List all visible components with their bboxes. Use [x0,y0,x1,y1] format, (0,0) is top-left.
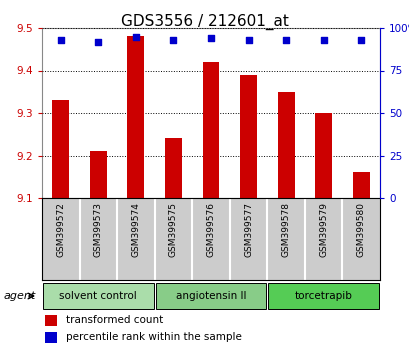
Text: GSM399576: GSM399576 [206,202,215,257]
Text: GSM399580: GSM399580 [356,202,365,257]
Bar [90,151,106,198]
Point [95,39,101,45]
Bar [52,100,69,198]
Bar [155,282,266,309]
Point [207,35,214,41]
Bar [43,282,153,309]
Bar [277,92,294,198]
Bar [127,36,144,198]
Text: GSM399572: GSM399572 [56,202,65,257]
Bar [352,172,369,198]
Text: solvent control: solvent control [59,291,137,301]
Point [132,34,139,39]
Text: angiotensin II: angiotensin II [175,291,246,301]
Text: agent: agent [4,291,36,301]
Point [282,37,289,43]
Text: GSM399574: GSM399574 [131,202,140,257]
Text: GSM399579: GSM399579 [318,202,327,257]
Text: GSM399578: GSM399578 [281,202,290,257]
Text: GSM399575: GSM399575 [169,202,178,257]
Bar [267,282,378,309]
Bar [315,113,331,198]
Point [245,37,251,43]
Bar [45,315,57,326]
Bar [240,75,256,198]
Text: torcetrapib: torcetrapib [294,291,352,301]
Point [357,37,364,43]
Text: GSM399573: GSM399573 [94,202,103,257]
Text: percentile rank within the sample: percentile rank within the sample [65,332,241,342]
Bar [164,138,182,198]
Bar [202,62,219,198]
Point [57,37,64,43]
Point [319,37,326,43]
Text: GDS3556 / 212601_at: GDS3556 / 212601_at [121,14,288,30]
Text: GSM399577: GSM399577 [243,202,252,257]
Bar [45,332,57,343]
Text: transformed count: transformed count [65,315,162,325]
Point [170,37,176,43]
